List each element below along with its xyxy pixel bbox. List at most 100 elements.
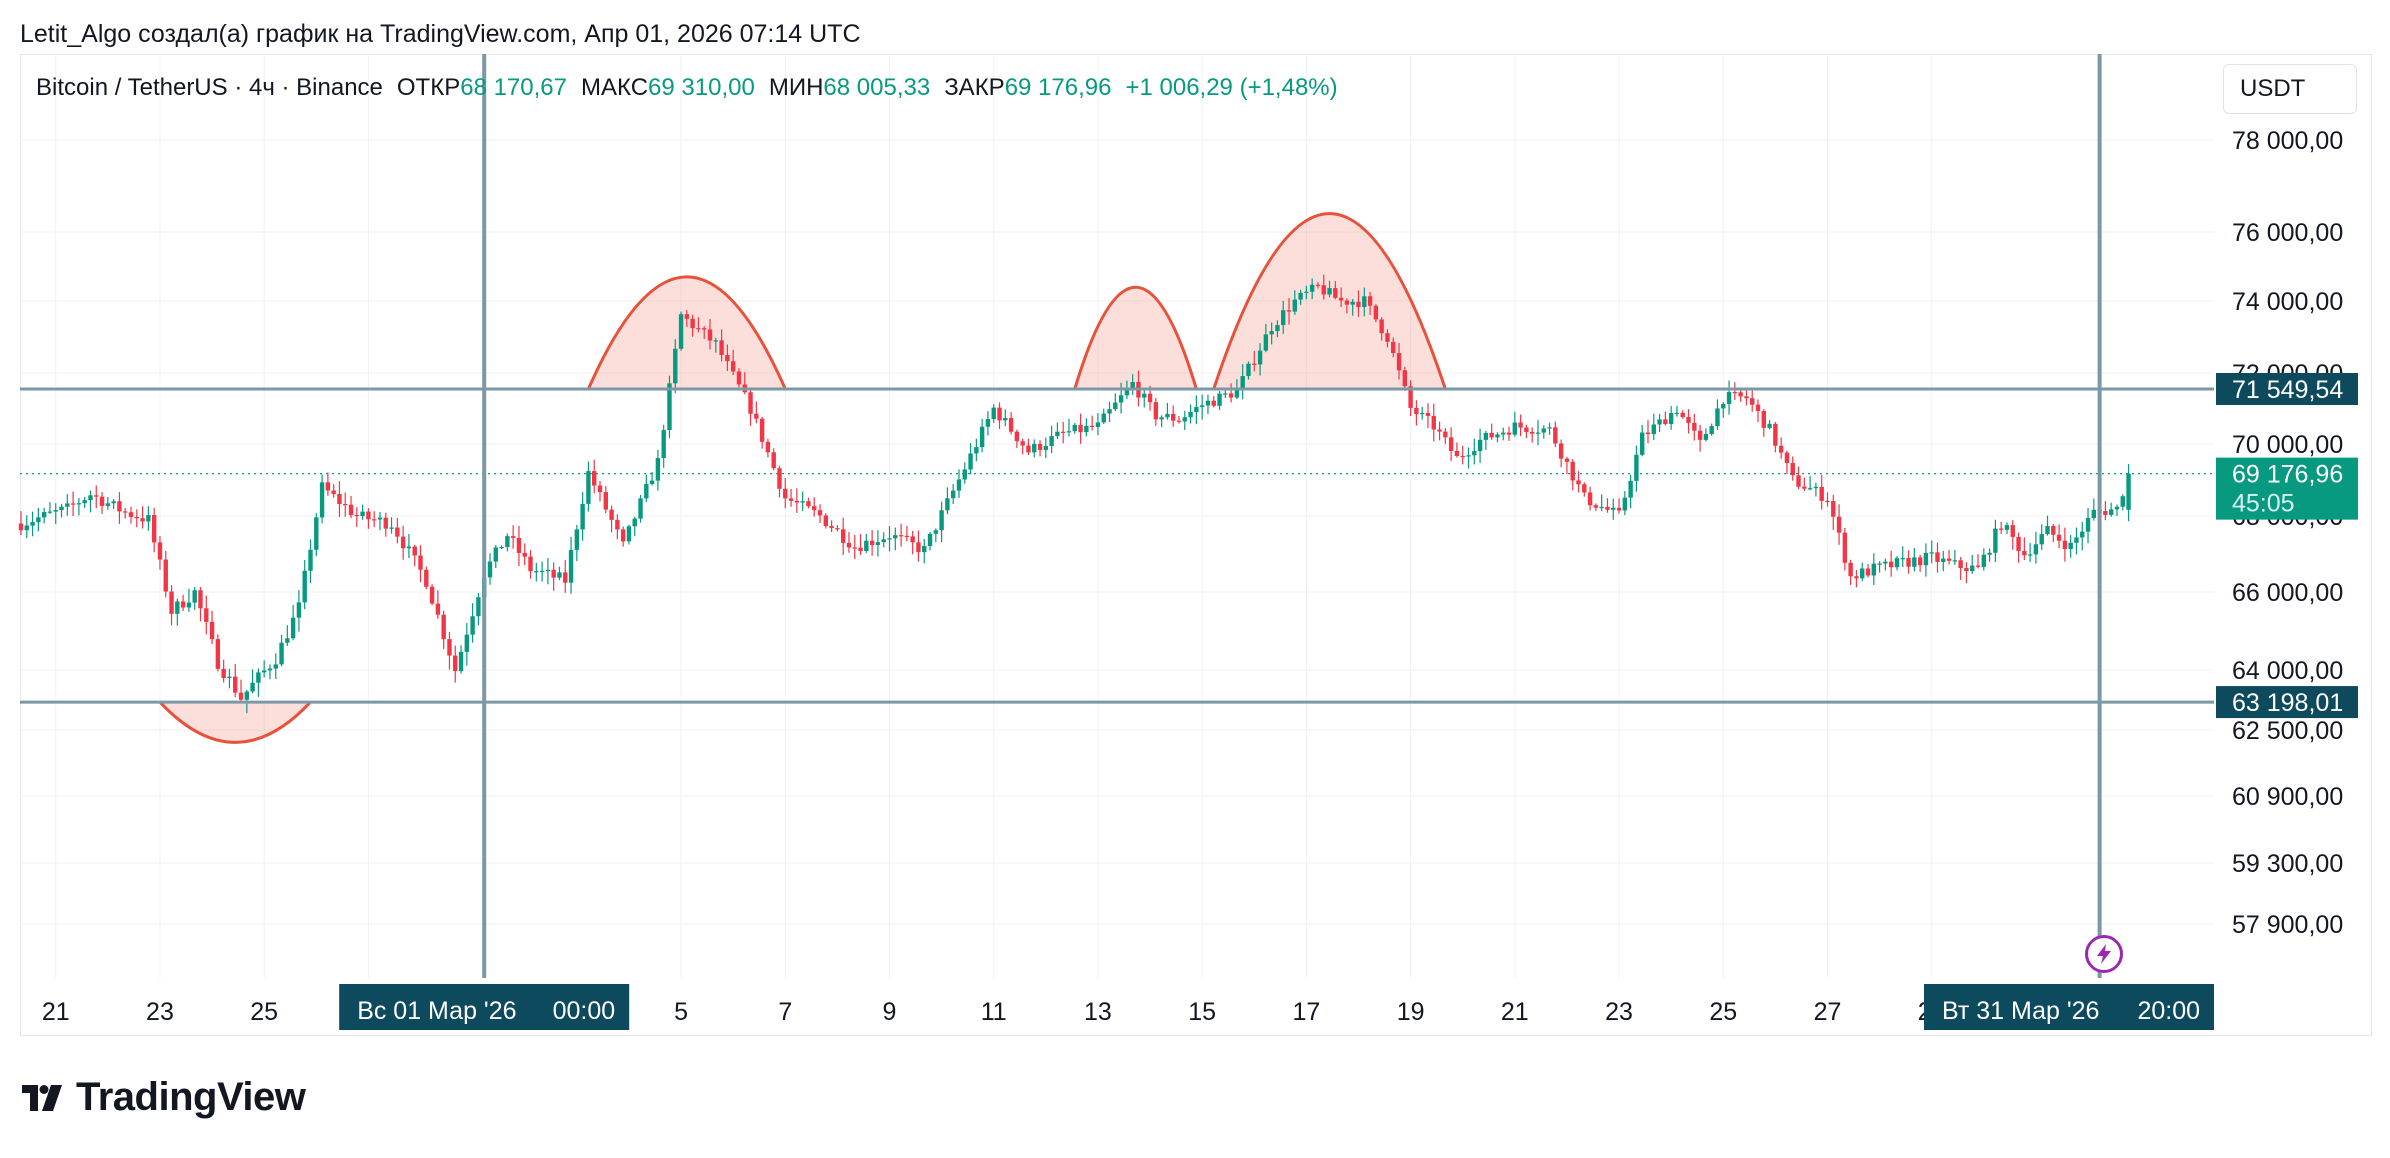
candle xyxy=(736,368,742,388)
candle-body xyxy=(1286,310,1292,312)
candle xyxy=(1043,437,1049,459)
candle-body xyxy=(88,495,93,501)
candle-body xyxy=(2039,534,2044,545)
candle xyxy=(574,524,580,562)
candle xyxy=(1061,421,1066,444)
candle-body xyxy=(1165,413,1170,418)
candle-body xyxy=(279,642,284,665)
candle-body xyxy=(974,447,979,454)
candle xyxy=(1454,442,1460,458)
candle xyxy=(1501,427,1506,441)
candle-body xyxy=(140,518,145,522)
candle xyxy=(1489,423,1494,440)
candle xyxy=(1993,519,1998,562)
candle-body xyxy=(1987,552,1992,555)
candle xyxy=(1113,393,1118,412)
candle xyxy=(429,584,435,606)
candle xyxy=(962,462,967,484)
candle-body xyxy=(1605,506,1610,510)
candle xyxy=(1385,329,1390,348)
candle-body xyxy=(1640,432,1645,455)
candle-body xyxy=(962,469,967,480)
lightning-icon[interactable] xyxy=(2085,935,2123,973)
candle xyxy=(279,634,284,667)
candle xyxy=(1680,410,1685,419)
candle-body xyxy=(1043,445,1049,450)
x-axis-tick-label: 17 xyxy=(1292,998,1320,1026)
candle-body xyxy=(1385,333,1390,342)
candle-body xyxy=(916,542,921,553)
candle-body xyxy=(510,536,516,538)
candle xyxy=(1084,418,1089,437)
candle xyxy=(985,411,991,436)
candle xyxy=(1101,408,1106,425)
candle-body xyxy=(36,517,41,523)
candle-body xyxy=(2074,537,2079,543)
candle xyxy=(916,530,921,562)
pattern-arc-stroke xyxy=(587,275,787,390)
candle-body xyxy=(412,546,417,556)
candle xyxy=(221,659,226,683)
candle-body xyxy=(829,526,834,529)
candle xyxy=(1582,482,1587,497)
candle xyxy=(794,488,800,513)
candle xyxy=(2068,535,2073,558)
candle xyxy=(343,492,348,517)
candle-body xyxy=(678,314,684,349)
x-axis-tick-label: 25 xyxy=(250,998,278,1026)
candle-body xyxy=(765,441,771,453)
candle xyxy=(151,507,157,553)
level-price-label-text: 63 198,01 xyxy=(2232,689,2343,717)
candle-body xyxy=(169,591,174,614)
candle-body xyxy=(1912,557,1917,567)
candle xyxy=(661,424,666,468)
candle-body xyxy=(748,392,753,414)
currency-button[interactable]: USDT xyxy=(2223,64,2357,114)
candle-body xyxy=(1813,486,1819,489)
candle xyxy=(1987,548,1992,562)
candle-body xyxy=(667,383,672,430)
candle xyxy=(157,536,163,570)
grid-lines xyxy=(20,54,2214,978)
candle-body xyxy=(1298,292,1303,300)
candle-body xyxy=(2103,511,2108,515)
legend-close-label: ЗАКР xyxy=(944,74,1005,101)
candle-body xyxy=(1582,484,1587,493)
candle xyxy=(1663,411,1668,426)
candle-body xyxy=(1512,422,1518,435)
candle-body xyxy=(2022,550,2027,556)
candle xyxy=(2039,524,2044,550)
candle-body xyxy=(1558,443,1564,459)
candle-body xyxy=(522,552,527,557)
candle-body xyxy=(603,492,608,510)
candle-body xyxy=(267,668,273,671)
candle-body xyxy=(273,664,278,669)
candle xyxy=(1587,486,1593,511)
candle xyxy=(134,509,139,528)
candle-body xyxy=(592,471,597,486)
candle xyxy=(360,504,365,520)
legend-symbol: Bitcoin / TetherUS · 4ч · Binance xyxy=(36,74,383,101)
candle-body xyxy=(175,601,180,614)
candle xyxy=(111,499,116,509)
candle xyxy=(1252,350,1257,372)
candle-body xyxy=(609,509,614,520)
candle-body xyxy=(1008,418,1014,432)
candle-body xyxy=(30,522,35,526)
candle-body xyxy=(586,471,591,504)
candle-body xyxy=(817,510,823,516)
tradingview-logo[interactable]: TradingView xyxy=(22,1075,306,1120)
candle xyxy=(1344,298,1350,314)
candle xyxy=(470,603,475,643)
candle-body xyxy=(2004,525,2010,530)
candle xyxy=(649,471,655,486)
candle xyxy=(667,375,672,439)
candle xyxy=(1553,421,1558,448)
candle-body xyxy=(783,488,788,499)
candle-body xyxy=(1240,376,1245,390)
candle-body xyxy=(1448,437,1454,452)
pattern-arc-stroke xyxy=(1212,212,1447,390)
candle-body xyxy=(1721,403,1726,409)
candle xyxy=(1975,554,1981,569)
